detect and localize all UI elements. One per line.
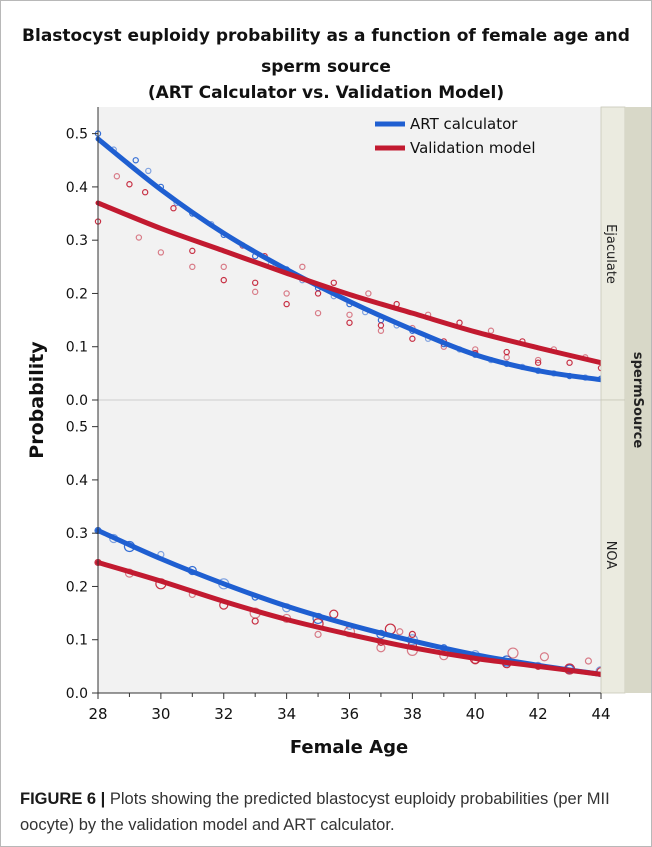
y-tick-label: 0.4 [66, 180, 88, 196]
data-point-ejaculate-validation-model [135, 234, 143, 241]
data-point-ejaculate-validation-model [330, 279, 337, 286]
data-point-ejaculate-validation-model [189, 263, 196, 271]
data-point-noa-validation-model [408, 630, 416, 639]
data-point-noa-validation-model [507, 647, 519, 659]
data-point-ejaculate-validation-model [126, 181, 133, 188]
data-point-ejaculate-art-calculator [145, 167, 152, 175]
data-point-ejaculate-validation-model [377, 327, 385, 334]
x-tick-label: 32 [214, 705, 233, 723]
x-tick-label: 36 [340, 705, 359, 723]
axes: 0.0 0.1 0.2 0.3 0.4 0.5 0.0 0.1 0.2 0.3 0.4 0.5 28 30… [66, 107, 611, 723]
data-point-ejaculate-validation-model [299, 263, 306, 271]
data-point-noa-validation-model [251, 617, 259, 625]
x-tick-label: 28 [88, 705, 107, 723]
chart-title-line-3: (ART Calculator vs. Validation Model) [147, 83, 505, 103]
caption-text: Plots showing the predicted blastocyst e… [20, 790, 610, 834]
facet-title: spermSource [630, 352, 645, 448]
series-line-ejaculate-validation-model [95, 200, 604, 366]
data-point-ejaculate-validation-model [314, 309, 322, 317]
data-point-ejaculate-validation-model [189, 247, 196, 255]
x-tick-label: 38 [403, 705, 422, 723]
data-point-ejaculate-validation-model [409, 335, 416, 342]
data-point-noa-validation-model [539, 652, 550, 662]
data-point-ejaculate-validation-model [534, 359, 542, 366]
data-point-ejaculate-validation-model [141, 189, 149, 196]
y-tick-label: 0.3 [66, 526, 88, 542]
y-tick-label: 0.0 [66, 393, 88, 409]
data-point-ejaculate-validation-model [220, 276, 227, 284]
y-tick-label: 0.0 [66, 686, 88, 702]
facet-strip-bg [600, 399, 626, 694]
data-point-ejaculate-validation-model [314, 290, 322, 297]
figure-caption: FIGURE 6 | Plots showing the predicted b… [20, 786, 632, 838]
data-point-ejaculate-validation-model [566, 359, 573, 366]
data-point-ejaculate-validation-model [283, 300, 290, 308]
series-line-ejaculate-art-calculator [95, 136, 604, 383]
chart-marks [94, 130, 607, 678]
x-tick-label: 40 [466, 705, 485, 723]
panel-noa-bg [98, 400, 601, 693]
data-point-ejaculate-validation-model [251, 279, 259, 286]
panel-ejaculate-bg [98, 107, 601, 400]
data-point-noa-validation-model [396, 628, 404, 636]
data-point-noa-validation-model [314, 630, 322, 639]
x-tick-label: 42 [529, 705, 548, 723]
y-axis-title: Probability [26, 341, 48, 459]
y-tick-label: 0.2 [66, 579, 88, 595]
x-axis-title: Female Age [290, 737, 408, 758]
data-point-ejaculate-validation-model [113, 173, 121, 180]
data-point-ejaculate-validation-model [157, 249, 165, 256]
legend-label-validation-model: Validation model [410, 139, 536, 157]
y-tick-label: 0.1 [66, 633, 88, 649]
y-tick-label: 0.3 [66, 233, 88, 249]
data-point-ejaculate-validation-model [503, 354, 510, 361]
facet-label-ejaculate: Ejaculate [603, 224, 618, 284]
facet-strips: Ejaculate NOA spermSource [600, 106, 651, 694]
data-point-ejaculate-validation-model [283, 290, 290, 297]
data-point-ejaculate-validation-model [170, 205, 177, 212]
x-tick-label: 30 [151, 705, 170, 723]
data-point-ejaculate-art-calculator [132, 157, 139, 164]
data-point-ejaculate-validation-model [346, 311, 353, 318]
x-tick-label: 44 [591, 705, 610, 723]
data-point-ejaculate-validation-model [251, 288, 259, 296]
facet-title-strip [625, 107, 651, 693]
data-point-ejaculate-validation-model [534, 356, 542, 364]
y-tick-label: 0.5 [66, 420, 88, 436]
data-point-noa-validation-model [584, 657, 593, 665]
data-point-ejaculate-validation-model [365, 290, 372, 297]
data-point-ejaculate-validation-model [346, 319, 353, 326]
legend: ART calculator Validation model [375, 115, 536, 157]
chart-title-line-2: sperm source [261, 57, 391, 77]
y-tick-label: 0.5 [66, 127, 88, 143]
data-point-ejaculate-validation-model [472, 346, 479, 353]
y-tick-label: 0.4 [66, 473, 88, 489]
y-tick-label: 0.2 [66, 286, 88, 302]
data-point-ejaculate-validation-model [220, 263, 227, 271]
data-point-ejaculate-validation-model [487, 327, 495, 334]
y-tick-label: 0.1 [66, 340, 88, 356]
facet-label-noa: NOA [603, 541, 618, 570]
series-line-noa-validation-model [95, 559, 604, 677]
caption-label: FIGURE 6 | [20, 790, 106, 808]
x-tick-label: 34 [277, 705, 296, 723]
legend-label-art-calculator: ART calculator [410, 115, 518, 133]
chart-title-line-1: Blastocyst euploidy probability as a fun… [22, 26, 630, 46]
